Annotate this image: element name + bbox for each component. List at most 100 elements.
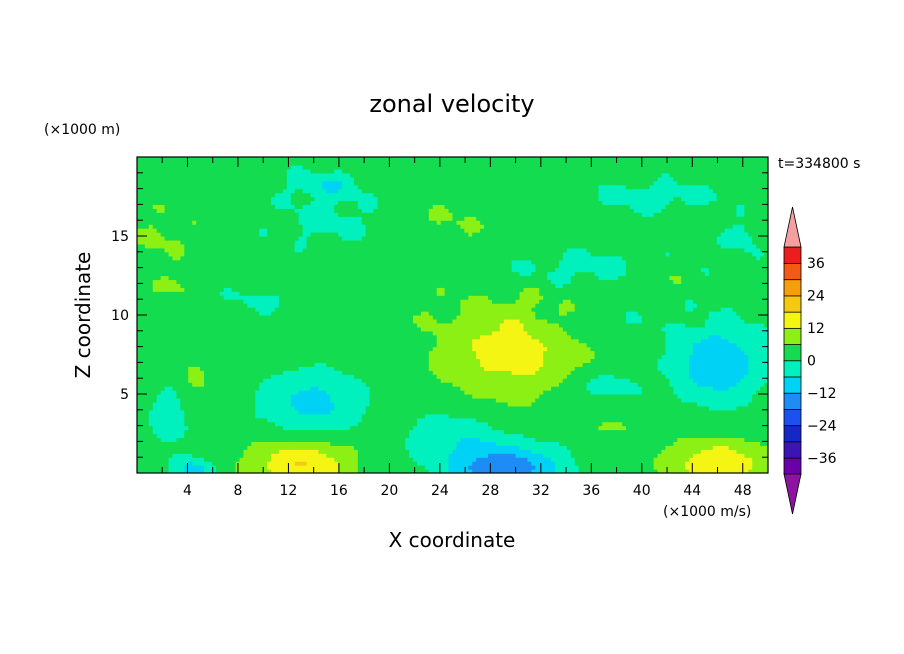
field-cell bbox=[326, 429, 331, 435]
field-cell bbox=[278, 397, 284, 403]
field-cell bbox=[172, 192, 178, 198]
field-cell bbox=[227, 394, 233, 399]
field-cell bbox=[353, 291, 359, 296]
field-cell bbox=[144, 421, 150, 427]
field-cell bbox=[207, 247, 213, 253]
field-cell bbox=[373, 236, 379, 241]
field-cell bbox=[263, 358, 268, 363]
field-cell bbox=[188, 172, 193, 178]
field-cell bbox=[223, 295, 229, 300]
field-cell bbox=[377, 334, 383, 340]
field-cell bbox=[377, 315, 383, 320]
field-cell bbox=[144, 465, 150, 470]
field-cell bbox=[334, 465, 339, 470]
field-cell bbox=[152, 157, 158, 162]
field-cell bbox=[196, 279, 201, 284]
field-cell bbox=[168, 433, 174, 439]
field-cell bbox=[314, 350, 320, 356]
field-cell bbox=[204, 283, 209, 288]
field-cell bbox=[184, 315, 189, 320]
field-cell bbox=[231, 220, 237, 225]
field-cell bbox=[346, 255, 351, 261]
field-cell bbox=[271, 417, 276, 423]
field-cell bbox=[243, 303, 249, 308]
field-cell bbox=[318, 176, 323, 182]
field-cell bbox=[369, 354, 375, 360]
field-cell bbox=[302, 267, 308, 273]
field-cell bbox=[160, 184, 166, 190]
field-cell bbox=[180, 386, 185, 391]
field-cell bbox=[286, 263, 292, 269]
field-cell bbox=[223, 390, 229, 395]
field-cell bbox=[357, 243, 363, 249]
field-cell bbox=[373, 283, 379, 288]
field-cell bbox=[196, 409, 201, 415]
field-cell bbox=[152, 188, 158, 194]
field-cell bbox=[263, 243, 268, 249]
field-cell bbox=[298, 204, 304, 209]
field-cell bbox=[188, 279, 193, 284]
field-cell bbox=[223, 259, 229, 265]
field-cell bbox=[278, 176, 284, 182]
field-cell bbox=[176, 445, 181, 450]
field-cell bbox=[164, 409, 170, 415]
field-cell bbox=[172, 200, 178, 205]
field-cell bbox=[377, 259, 383, 265]
field-cell bbox=[318, 283, 323, 288]
field-cell bbox=[330, 263, 335, 269]
field-cell bbox=[278, 168, 284, 174]
field-cell bbox=[152, 354, 158, 360]
field-cell bbox=[235, 433, 241, 439]
field-cell bbox=[188, 362, 193, 367]
field-cell bbox=[247, 394, 252, 399]
field-cell bbox=[172, 433, 178, 439]
field-cell bbox=[259, 334, 264, 340]
field-cell bbox=[338, 457, 343, 462]
field-cell bbox=[160, 401, 166, 407]
field-cell bbox=[180, 295, 185, 300]
field-cell bbox=[227, 346, 233, 352]
field-cell bbox=[357, 232, 363, 237]
field-cell bbox=[267, 208, 272, 213]
field-cell bbox=[322, 228, 327, 233]
field-cell bbox=[239, 441, 245, 446]
field-cell bbox=[298, 216, 304, 221]
field-cell bbox=[231, 168, 237, 174]
field-cell bbox=[196, 255, 201, 261]
field-cell bbox=[227, 224, 233, 229]
field-cell bbox=[137, 255, 142, 261]
field-cell bbox=[231, 354, 237, 360]
field-cell bbox=[349, 441, 355, 446]
field-cell bbox=[310, 362, 316, 367]
field-cell bbox=[247, 382, 252, 387]
field-cell bbox=[137, 409, 142, 415]
field-cell bbox=[357, 228, 363, 233]
field-cell bbox=[235, 176, 241, 182]
field-cell bbox=[267, 390, 272, 395]
field-cell bbox=[298, 378, 304, 383]
field-cell bbox=[215, 417, 221, 423]
field-cell bbox=[164, 465, 170, 470]
field-cell bbox=[207, 299, 213, 304]
field-cell bbox=[247, 330, 252, 336]
field-cell bbox=[148, 283, 154, 288]
field-cell bbox=[219, 168, 225, 174]
field-cell bbox=[207, 417, 213, 423]
field-cell bbox=[373, 350, 379, 356]
field-cell bbox=[290, 441, 296, 446]
field-cell bbox=[314, 370, 320, 375]
field-cell bbox=[342, 334, 347, 340]
field-cell bbox=[357, 394, 363, 399]
field-cell bbox=[227, 315, 233, 320]
field-cell bbox=[148, 188, 154, 194]
field-cell bbox=[148, 405, 154, 411]
field-cell bbox=[204, 346, 209, 352]
field-cell bbox=[259, 232, 264, 237]
field-cell bbox=[346, 421, 351, 427]
field-cell bbox=[247, 350, 252, 356]
field-cell bbox=[215, 441, 221, 446]
field-cell bbox=[160, 180, 166, 186]
field-cell bbox=[326, 409, 331, 415]
field-cell bbox=[259, 413, 264, 419]
field-cell bbox=[369, 275, 375, 281]
